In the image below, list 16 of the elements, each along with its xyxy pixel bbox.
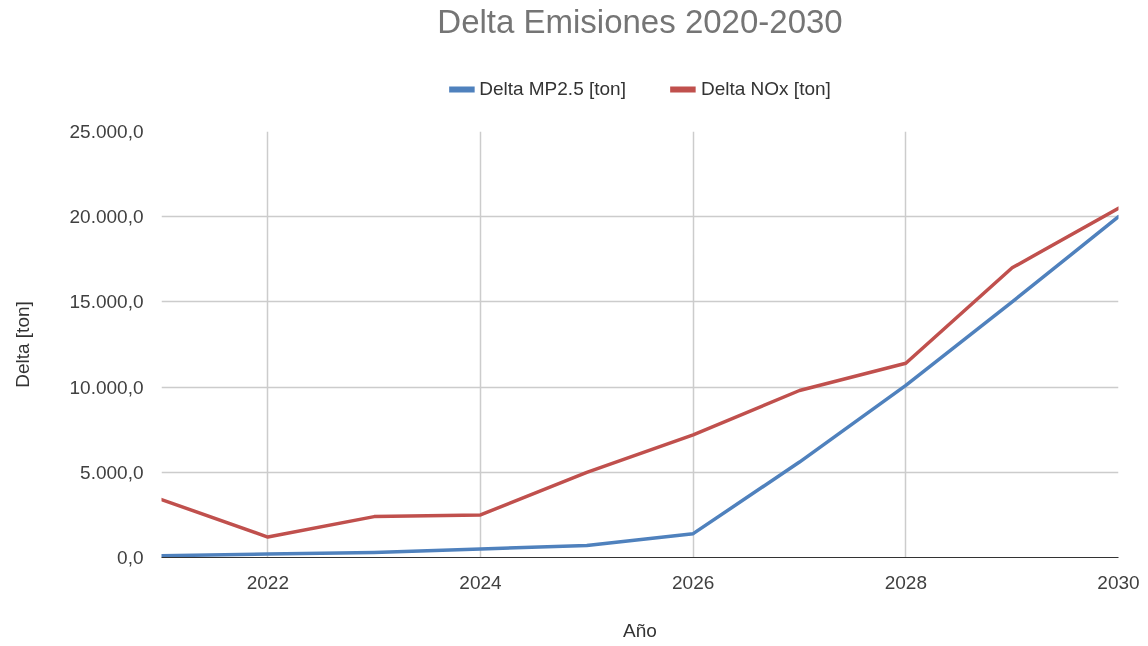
y-tick-label: 0,0 bbox=[117, 547, 144, 568]
legend-label: Delta MP2.5 [ton] bbox=[479, 78, 626, 100]
legend-label: Delta NOx [ton] bbox=[700, 78, 831, 100]
x-axis-title: Año bbox=[623, 619, 657, 641]
y-axis-title: Delta [ton] bbox=[11, 301, 33, 388]
y-tick-label: 10.000,0 bbox=[69, 376, 144, 398]
y-tick-label: 20.000,0 bbox=[69, 206, 144, 228]
y-tick-label: 15.000,0 bbox=[69, 291, 144, 313]
chart-title: Delta Emisiones 2020-2030 bbox=[437, 2, 843, 40]
x-tick-label: 2022 bbox=[246, 571, 289, 593]
y-tick-label: 25.000,0 bbox=[69, 121, 144, 142]
y-tick-label: 5.000,0 bbox=[80, 461, 144, 483]
x-tick-label: 2026 bbox=[672, 571, 715, 593]
x-tick-label: 2030 bbox=[1097, 571, 1140, 593]
x-tick-label: 2028 bbox=[884, 571, 927, 593]
x-tick-label: 2024 bbox=[459, 571, 503, 593]
